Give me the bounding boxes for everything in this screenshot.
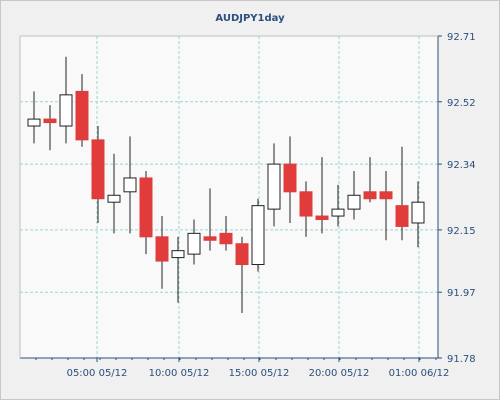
x-tick-label: 20:00 05/12 bbox=[309, 368, 370, 379]
candle bbox=[91, 126, 105, 223]
candle bbox=[267, 143, 281, 227]
x-tick-label: 01:00 06/12 bbox=[389, 368, 450, 379]
candle-body-down bbox=[155, 236, 169, 262]
candle bbox=[219, 216, 233, 251]
candle bbox=[347, 171, 361, 220]
candle-body-down bbox=[219, 232, 233, 245]
candle-body-down bbox=[43, 118, 57, 124]
candle-body-up bbox=[187, 232, 201, 255]
x-tick-label: 10:00 05/12 bbox=[149, 368, 210, 379]
y-tick-label: 91.97 bbox=[447, 288, 476, 299]
candle bbox=[315, 157, 329, 234]
candle bbox=[187, 219, 201, 265]
candle bbox=[379, 171, 393, 241]
candle-body-up bbox=[59, 94, 73, 127]
candle bbox=[59, 56, 73, 144]
candle bbox=[27, 91, 41, 144]
candle-body-down bbox=[395, 205, 409, 227]
candle-body-down bbox=[139, 177, 153, 238]
y-tick-label: 91.78 bbox=[447, 354, 476, 365]
x-tick-label: 15:00 05/12 bbox=[229, 368, 290, 379]
candle-body-up bbox=[331, 208, 345, 217]
candle-body-up bbox=[251, 205, 265, 266]
candles bbox=[27, 56, 425, 313]
chart-title: AUDJPY1day bbox=[215, 13, 285, 24]
candle bbox=[155, 216, 169, 289]
candle bbox=[171, 236, 185, 303]
candle bbox=[411, 181, 425, 248]
axes: 92.71 92.52 92.34 92.15 91.97 91.78 05:00 05/1… bbox=[19, 32, 476, 379]
y-tick-label: 92.34 bbox=[447, 160, 476, 171]
candle-body-down bbox=[283, 163, 297, 193]
candle-body-down bbox=[299, 191, 313, 217]
y-tick-label: 92.15 bbox=[447, 226, 476, 237]
candle bbox=[283, 136, 297, 223]
candle-body-up bbox=[267, 163, 281, 210]
candle bbox=[299, 181, 313, 237]
candle-body-down bbox=[363, 191, 377, 200]
candle bbox=[43, 105, 57, 151]
candle-body-down bbox=[235, 243, 249, 266]
candle bbox=[331, 184, 345, 227]
candle bbox=[139, 171, 153, 255]
candle bbox=[203, 188, 217, 251]
candle-body-up bbox=[411, 201, 425, 224]
candle bbox=[107, 153, 121, 234]
candle-body-up bbox=[27, 118, 41, 127]
candle-body-up bbox=[171, 250, 185, 259]
candle-body-down bbox=[379, 191, 393, 200]
candle bbox=[363, 157, 377, 203]
candle-body-up bbox=[107, 194, 121, 203]
candle bbox=[235, 236, 249, 313]
candle bbox=[395, 146, 409, 241]
candle-body-down bbox=[315, 215, 329, 221]
y-tick-label: 92.52 bbox=[447, 98, 476, 109]
x-tick-label: 05:00 05/12 bbox=[67, 368, 128, 379]
candle-body-up bbox=[347, 194, 361, 210]
candle bbox=[75, 74, 89, 147]
candle-body-up bbox=[123, 177, 137, 193]
candle-body-down bbox=[75, 90, 89, 141]
candle bbox=[123, 136, 137, 234]
y-tick-label: 92.71 bbox=[447, 32, 476, 43]
candle-body-down bbox=[203, 236, 217, 241]
candle bbox=[251, 198, 265, 272]
candle-body-down bbox=[91, 139, 105, 200]
